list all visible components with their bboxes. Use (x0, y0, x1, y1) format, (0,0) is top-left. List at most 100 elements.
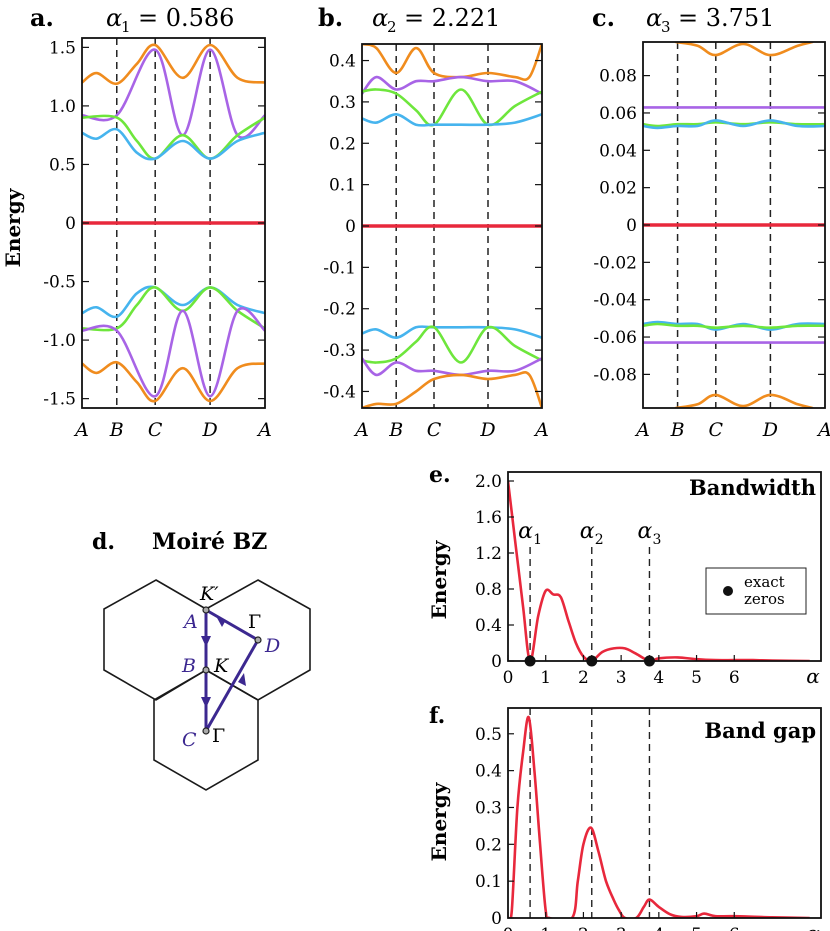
arrow-c-d-icon (238, 673, 246, 686)
xtick-label-c-3: D (762, 419, 778, 441)
series-a-purple (82, 48, 265, 139)
chart-a: 1.51.00.50-0.5-1.0-1.5A B C D A (43, 37, 272, 441)
xtick-label-a-3: D (201, 419, 217, 441)
point-a (202, 606, 210, 614)
panel-d-letter: d. (92, 529, 115, 555)
hexagon-left (103, 579, 207, 701)
series-a-orange- (82, 360, 265, 403)
vline-label-e-0: α (518, 519, 533, 544)
legend-exact-zeros: exact zeros (705, 567, 807, 615)
ytick-label-c-3: 0.02 (599, 179, 637, 199)
ytick-label-c-2: 0.04 (599, 141, 637, 161)
legend-text-zeros: zeros (744, 590, 785, 608)
series-f-gap (508, 715, 810, 918)
xtick-label-b-2: C (427, 419, 442, 441)
point-c (202, 727, 210, 735)
panel-c-letter: c. (592, 3, 615, 32)
frame-f (507, 707, 822, 919)
series-a-green- (82, 286, 265, 332)
series-b-purple (362, 75, 542, 95)
point-b (202, 666, 210, 674)
xtick-label-b-0: A (353, 419, 369, 441)
chart-e: α 1 α 2 α 300.40.81.21.62.00 1 2 3 4 5 6 α (475, 471, 822, 688)
vline-label-e-2: α (637, 519, 652, 544)
ytick-label-a-1: 1.0 (49, 97, 76, 117)
panel-b-letter: b. (318, 3, 343, 32)
ytick-label-b-1: 0.3 (329, 93, 356, 113)
series-b-blue (362, 113, 542, 127)
xtick-label-f-1: 1 (540, 925, 551, 931)
series-c-orange- (674, 393, 814, 408)
vline-sub-e-1: 2 (595, 532, 604, 548)
ytick-label-b-2: 0.2 (329, 134, 356, 154)
xtick-label-e-3: 3 (616, 668, 627, 688)
label-b: B (181, 655, 196, 677)
ytick-label-f-3: 0.3 (475, 798, 502, 818)
panel-b-alpha-symbol: α (372, 4, 388, 32)
panel-d-title: Moiré BZ (152, 529, 267, 555)
panel-e-letter: e. (429, 462, 451, 488)
path-c-to-d (204, 639, 260, 732)
legend-marker (723, 586, 733, 596)
label-d: D (264, 635, 280, 657)
ytick-label-b-5: -0.1 (323, 258, 356, 278)
xtick-label-e-4: 4 (653, 668, 664, 688)
arrow-a-b-icon (201, 636, 211, 647)
path-d-to-a (205, 608, 259, 642)
xtick-label-e-1: 1 (540, 668, 551, 688)
ytick-label-e-1: 0.4 (475, 616, 502, 636)
ytick-label-b-3: 0.1 (329, 176, 356, 196)
xtick-label-f-6: 6 (729, 925, 740, 931)
xtick-label-e-6: 6 (729, 668, 740, 688)
chart-f: 0 0.1 0.2 0.3 0.4 0.5 0 1 2 3 4 5 6 α (475, 707, 822, 931)
panel-a-alpha-subscript: 1 (121, 18, 131, 36)
ytick-label-b-4: 0 (345, 217, 356, 237)
ytick-label-a-4: -0.5 (43, 273, 76, 293)
panel-b-alpha-value: = 2.221 (404, 4, 500, 32)
panel-c-alpha-symbol: α (646, 4, 662, 32)
ytick-label-c-6: -0.04 (593, 291, 637, 311)
series-c-blue (643, 119, 825, 130)
ytick-label-e-4: 1.6 (475, 508, 502, 528)
hexagon-bottom (153, 669, 259, 791)
chart-c: 0.080.060.040.020-0.02-0.04-0.06-0.08A B C… (593, 41, 830, 441)
x-end-label-f: α (806, 921, 820, 931)
panel-c-alpha-value: = 3.751 (678, 4, 774, 32)
xtick-label-f-2: 2 (578, 925, 589, 931)
xtick-label-f-0: 0 (503, 925, 514, 931)
ytick-label-a-5: -1.0 (43, 331, 76, 351)
ytick-label-c-8: -0.08 (593, 365, 637, 385)
ytick-label-a-3: 0 (65, 214, 76, 234)
xtick-label-a-1: B (109, 419, 124, 441)
ytick-label-f-1: 0.1 (475, 872, 502, 892)
ytick-label-c-5: -0.02 (593, 253, 637, 273)
panel-a-alpha-symbol: α (106, 4, 122, 32)
legend-text-exact: exact (744, 573, 785, 591)
ytick-label-e-3: 1.2 (475, 544, 502, 564)
vline-sub-e-0: 1 (533, 532, 542, 548)
xtick-label-e-2: 2 (578, 668, 589, 688)
xtick-label-c-0: A (634, 419, 650, 441)
ytick-label-f-0: 0 (491, 909, 502, 929)
ytick-label-a-2: 0.5 (49, 155, 76, 175)
panel-e-ylabel: Energy (427, 539, 451, 619)
label-k: K (213, 655, 230, 677)
xtick-label-b-3: D (479, 419, 495, 441)
energy-axis-label: Energy (1, 187, 25, 267)
panel-f-ylabel: Energy (427, 781, 451, 861)
series-b-green- (362, 325, 542, 364)
xtick-label-c-2: C (709, 419, 724, 441)
bz-points (202, 606, 262, 735)
plots-layer: 1.51.00.50-0.5-1.0-1.5A B C D A0.40.30.20.10… (43, 37, 830, 931)
xtick-label-f-4: 4 (653, 925, 664, 931)
ytick-label-f-4: 0.4 (475, 762, 502, 782)
xtick-label-a-0: A (73, 419, 89, 441)
vline-sub-e-2: 3 (652, 532, 661, 548)
xtick-label-e-0: 0 (503, 668, 514, 688)
arrow-b-c-icon (201, 697, 211, 708)
xtick-label-c-1: B (670, 419, 685, 441)
ytick-label-f-5: 0.5 (475, 725, 502, 745)
series-a-green (82, 114, 265, 160)
label-k-prime: K′ (199, 583, 219, 605)
bz-arrows (201, 616, 246, 708)
